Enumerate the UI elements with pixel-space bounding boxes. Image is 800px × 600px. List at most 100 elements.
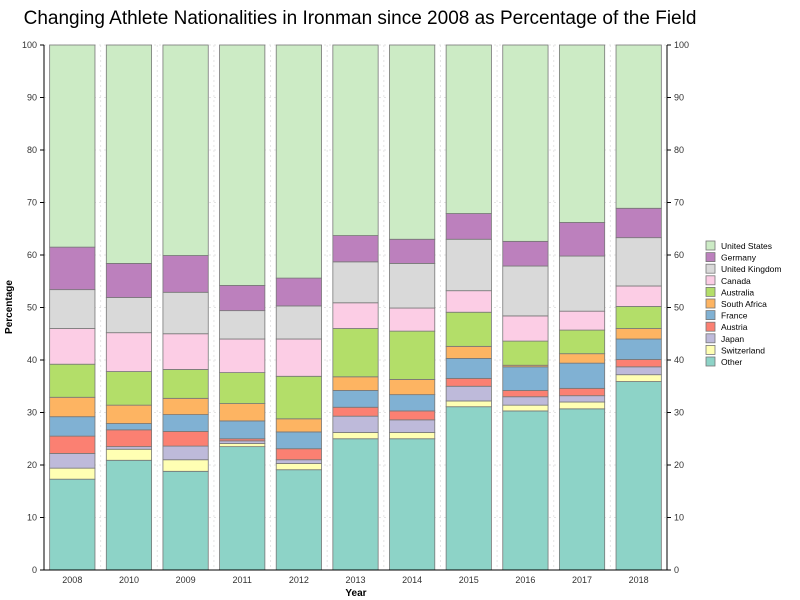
x-tick-label: 2012	[289, 575, 309, 585]
bar-segment-japan	[162, 445, 209, 461]
bar-segment-japan	[49, 453, 96, 469]
x-tick-label: 2015	[459, 575, 479, 585]
bar-segment-other	[219, 446, 266, 571]
bar-segment-south-africa	[49, 396, 96, 418]
legend-swatch	[705, 344, 716, 355]
bar-segment-france	[615, 338, 662, 360]
y-tick-label-right: 50	[674, 303, 684, 313]
bar-segment-australia	[219, 372, 266, 404]
bar-segment-australia	[275, 375, 322, 420]
y-tick-label: 0	[32, 565, 37, 575]
bar-segment-canada	[219, 338, 266, 373]
x-tick-label: 2014	[402, 575, 422, 585]
legend-swatch	[705, 275, 716, 286]
bar-segment-australia	[332, 328, 379, 378]
y-tick-label-right: 10	[674, 513, 684, 523]
y-tick-label-right: 30	[674, 408, 684, 418]
bar-segment-austria	[445, 377, 492, 387]
bar-segment-france	[105, 423, 153, 431]
bar-segment-france	[445, 358, 492, 379]
y-tick-label-right: 90	[674, 93, 684, 103]
bar-segment-japan	[558, 395, 606, 403]
bar-segment-austria	[162, 430, 209, 447]
bar-segment-france	[219, 420, 266, 440]
bar-segment-australia	[162, 369, 209, 399]
bar-segment-germany	[389, 238, 436, 264]
bar-segment-switzerland	[49, 467, 96, 480]
bar-segment-united-kingdom	[389, 262, 436, 309]
x-tick-label: 2010	[119, 575, 139, 585]
bar-segment-australia	[445, 311, 492, 347]
bar-segment-other	[275, 469, 322, 571]
legend-label: Canada	[721, 276, 751, 286]
bar-segment-australia	[502, 340, 549, 366]
bar-segment-south-africa	[162, 397, 209, 416]
legend-label: Switzerland	[721, 345, 765, 355]
legend-label: South Africa	[721, 299, 767, 309]
bar-segment-germany	[162, 255, 209, 293]
y-tick-label: 30	[27, 408, 37, 418]
bar-segment-austria	[105, 429, 153, 448]
bar-segment-japan	[615, 366, 662, 376]
axes: 2008 2010 2009 2011 2012 2013 2014 2015 2016 2017…	[22, 40, 689, 585]
legend-swatch	[705, 240, 716, 251]
legend-swatch	[705, 263, 716, 274]
bar-segment-switzerland	[332, 432, 379, 440]
bar-segment-switzerland	[615, 374, 662, 382]
bar-segment-canada	[162, 333, 209, 370]
bar-segment-united-states	[502, 44, 549, 242]
legend-swatch	[705, 310, 716, 321]
y-tick-label-right: 20	[674, 460, 684, 470]
bar-segment-united-kingdom	[162, 291, 209, 335]
y-tick-label: 60	[27, 250, 37, 260]
bar-segment-canada	[332, 302, 379, 329]
bar-segment-canada	[445, 290, 492, 313]
bar-segment-germany	[49, 246, 96, 291]
legend-label: France	[721, 311, 748, 321]
bar-segment-south-africa	[389, 379, 436, 396]
bar-segment-switzerland	[275, 463, 322, 471]
bar-segment-france	[275, 431, 322, 450]
bar-segment-switzerland	[502, 404, 549, 412]
legend-swatch	[705, 298, 716, 309]
bar-segment-austria	[558, 387, 606, 397]
bar-segment-austria	[502, 390, 549, 398]
y-tick-label-right: 0	[674, 565, 679, 575]
bar-segment-united-kingdom	[49, 289, 96, 329]
x-tick-label: 2009	[176, 575, 196, 585]
x-tick-label: 2011	[233, 575, 252, 585]
bar-segment-japan	[389, 419, 436, 433]
bar-segment-austria	[275, 448, 322, 461]
bar-segment-other	[445, 406, 492, 571]
y-tick-label: 10	[27, 513, 37, 523]
bar-segment-united-kingdom	[558, 255, 606, 312]
bar-segment-germany	[105, 262, 153, 298]
bar-segment-japan	[445, 385, 492, 402]
bar-segment-canada	[389, 307, 436, 332]
bar-segment-australia	[105, 371, 153, 406]
bar-segment-austria	[49, 435, 96, 454]
bar-segment-switzerland	[105, 448, 153, 461]
bar-segment-canada	[275, 338, 322, 377]
y-tick-label: 40	[27, 355, 37, 365]
bar-segment-germany	[445, 213, 492, 240]
bar-segment-germany	[502, 240, 549, 267]
y-tick-label-right: 80	[674, 145, 684, 155]
bar-segment-switzerland	[558, 401, 606, 410]
legend-label: Japan	[721, 334, 744, 344]
bar-segment-south-africa	[445, 345, 492, 359]
legend-swatch	[705, 286, 716, 297]
bar-segment-other	[502, 410, 549, 571]
bar-segment-south-africa	[332, 376, 379, 391]
bar-segment-australia	[49, 363, 96, 398]
bar-segment-austria	[332, 406, 379, 417]
y-tick-label-right: 60	[674, 250, 684, 260]
bar-segment-france	[332, 390, 379, 408]
bar-segment-japan	[332, 415, 379, 433]
bar-segment-france	[389, 394, 436, 412]
bar-segment-united-states	[162, 44, 209, 256]
bar-segment-japan	[502, 396, 549, 406]
bar-segment-australia	[558, 329, 606, 355]
legend-swatch	[705, 252, 716, 263]
